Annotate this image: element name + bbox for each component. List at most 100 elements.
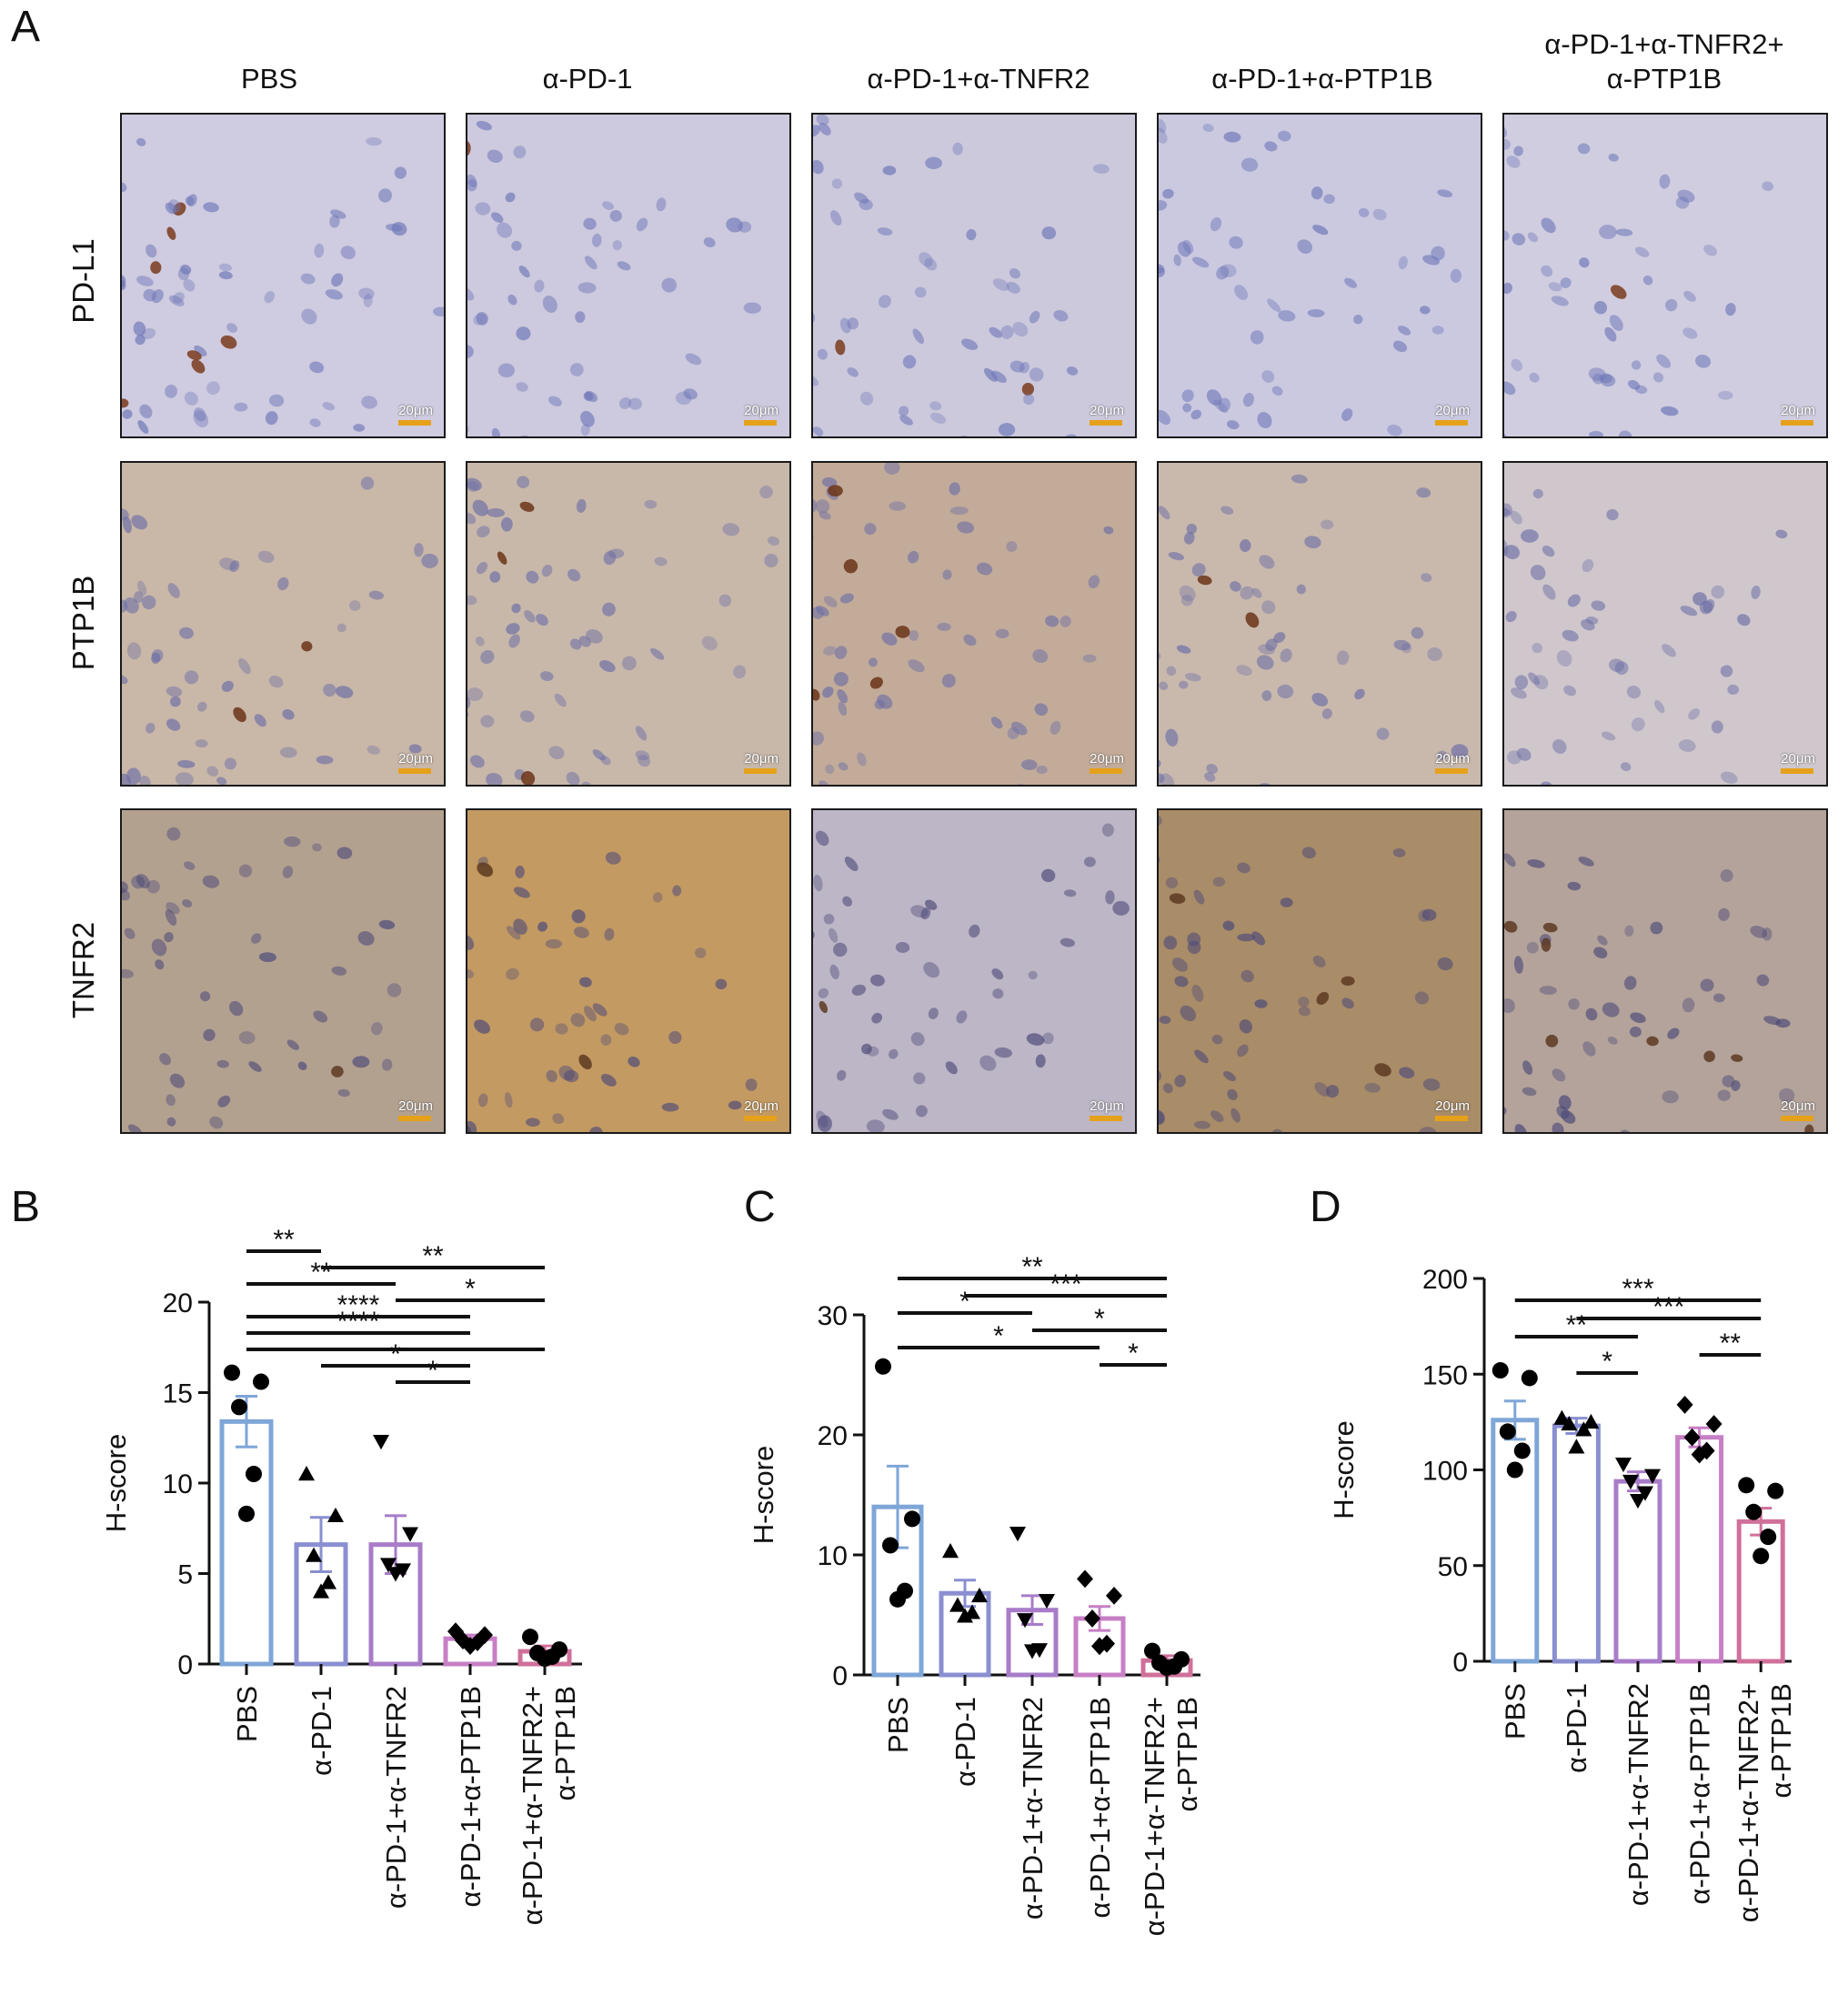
- x-tick-label-b-4-line2: α-PTP1B: [549, 1686, 581, 1800]
- data-point-d-0-2: [1499, 1423, 1516, 1440]
- bar-b-0: [219, 1419, 274, 1667]
- data-point-b-0-2: [231, 1398, 247, 1416]
- data-point-c-3-3: [1099, 1634, 1115, 1653]
- scale-bar: [744, 420, 777, 426]
- data-point-c-0-4: [889, 1590, 906, 1608]
- data-point-c-1-2: [949, 1597, 966, 1612]
- data-point-c-3-0: [1077, 1569, 1093, 1589]
- data-point-d-1-1: [1582, 1413, 1600, 1429]
- data-point-c-4-2: [1151, 1654, 1168, 1671]
- significance-label-d-2: **: [1566, 1310, 1588, 1340]
- significance-label-c-3: *: [1094, 1304, 1105, 1334]
- data-point-c-4-4: [1159, 1659, 1175, 1677]
- significance-label-b-4: ****: [337, 1290, 380, 1320]
- x-tick-label-d-1: α-PD-1: [1561, 1683, 1592, 1773]
- micrograph-pdl1-2: 20μm: [811, 113, 1137, 438]
- data-point-d-2-3: [1637, 1486, 1653, 1501]
- data-point-d-1-2: [1561, 1415, 1578, 1431]
- data-point-b-4-3: [544, 1649, 560, 1666]
- data-point-b-4-2: [529, 1645, 546, 1662]
- data-point-c-3-1: [1106, 1586, 1122, 1605]
- y-tick-label-c-0: 0: [832, 1661, 848, 1691]
- scale-bar-label: 20μm: [398, 751, 433, 767]
- bar-c-3: [1073, 1616, 1126, 1678]
- bar-d-1: [1552, 1423, 1601, 1664]
- data-point-d-4-0: [1738, 1477, 1755, 1494]
- scale-bar: [1781, 768, 1813, 774]
- significance-label-c-2: *: [959, 1287, 970, 1317]
- bar-b-1: [294, 1542, 348, 1667]
- y-tick-label-d-3: 150: [1422, 1360, 1468, 1390]
- x-tick-label-c-4-line2: α-PTP1B: [1171, 1697, 1203, 1811]
- data-point-d-0-3: [1513, 1442, 1531, 1459]
- y-tick-label-d-2: 100: [1422, 1457, 1468, 1487]
- y-axis-label-d: H-score: [1328, 1420, 1360, 1519]
- significance-label-c-4: *: [993, 1321, 1004, 1351]
- significance-label-b-0: **: [273, 1225, 295, 1255]
- row-label-tnfr2: TNFR2: [66, 921, 100, 1019]
- data-point-c-1-4: [957, 1608, 973, 1623]
- data-point-d-2-0: [1615, 1457, 1632, 1473]
- scale-bar-label: 20μm: [1090, 403, 1124, 418]
- data-point-d-2-1: [1644, 1469, 1661, 1484]
- data-point-d-3-0: [1676, 1396, 1693, 1414]
- significance-label-d-0: ***: [1622, 1274, 1653, 1304]
- micrograph-pdl1-0: 20μm: [120, 113, 446, 438]
- data-point-b-3-2: [455, 1631, 471, 1650]
- x-tick-label-c-4: α-PD-1+α-TNFR2+: [1139, 1697, 1170, 1936]
- bar-c-2: [1006, 1608, 1059, 1678]
- micrograph-pdl1-1: 20μm: [466, 113, 791, 438]
- data-point-c-1-1: [971, 1587, 988, 1603]
- scale-bar: [744, 1116, 777, 1121]
- significance-label-d-1: ***: [1652, 1292, 1684, 1322]
- y-tick-label-c-3: 30: [818, 1301, 848, 1331]
- row-label-pdl1: PD-L1: [66, 238, 100, 324]
- scale-bar-label: 20μm: [744, 751, 778, 767]
- scale-bar-label: 20μm: [1781, 751, 1815, 767]
- x-tick-label-c-2: α-PD-1+α-TNFR2: [1017, 1697, 1049, 1920]
- scale-bar-label: 20μm: [1435, 751, 1470, 767]
- micrograph-tnfr2-2: 20μm: [811, 808, 1137, 1134]
- significance-label-b-5: ****: [337, 1307, 380, 1337]
- significance-label-b-7: *: [390, 1339, 401, 1369]
- micrograph-pdl1-4: 20μm: [1502, 113, 1828, 438]
- data-point-b-1-4: [313, 1583, 329, 1599]
- bar-b-3: [443, 1636, 497, 1667]
- bar-d-0: [1491, 1418, 1540, 1664]
- x-tick-label-b-2: α-PD-1+α-TNFR2: [380, 1686, 412, 1909]
- data-point-c-4-0: [1144, 1642, 1160, 1659]
- data-point-b-4-4: [537, 1650, 553, 1668]
- data-point-c-1-0: [942, 1543, 959, 1559]
- scale-bar-label: 20μm: [1090, 1098, 1124, 1114]
- data-point-b-0-0: [224, 1364, 240, 1381]
- scale-bar: [1090, 768, 1122, 774]
- x-tick-label-d-3: α-PD-1+α-PTP1B: [1683, 1683, 1715, 1904]
- data-point-d-0-4: [1506, 1461, 1523, 1479]
- scale-bar-label: 20μm: [1435, 1098, 1470, 1114]
- data-point-d-4-4: [1753, 1548, 1770, 1565]
- bar-d-4: [1736, 1519, 1785, 1664]
- data-point-b-1-2: [306, 1547, 322, 1562]
- micrograph-tnfr2-0: 20μm: [120, 808, 446, 1134]
- bar-d-3: [1675, 1435, 1724, 1664]
- data-point-d-3-2: [1683, 1428, 1701, 1447]
- significance-label-b-1: **: [422, 1241, 444, 1271]
- data-point-b-0-4: [238, 1505, 255, 1522]
- bar-c-1: [939, 1590, 991, 1678]
- row-label-ptp1b: PTP1B: [66, 575, 100, 671]
- data-point-d-1-3: [1575, 1421, 1592, 1437]
- data-point-b-3-4: [462, 1637, 478, 1655]
- data-point-b-4-1: [551, 1641, 567, 1659]
- y-tick-label-b-2: 10: [163, 1469, 193, 1499]
- y-axis-label-b: H-score: [100, 1434, 132, 1533]
- y-tick-label-b-1: 5: [177, 1560, 193, 1590]
- y-tick-label-d-1: 50: [1438, 1552, 1468, 1582]
- data-point-c-0-3: [897, 1582, 913, 1599]
- data-point-b-3-0: [447, 1622, 464, 1641]
- data-point-b-3-3: [469, 1633, 486, 1652]
- scale-bar: [1781, 420, 1813, 426]
- data-point-d-2-4: [1630, 1493, 1646, 1509]
- y-tick-label-c-2: 20: [818, 1421, 848, 1451]
- micrograph-tnfr2-1: 20μm: [466, 808, 791, 1134]
- scale-bar: [1090, 1116, 1122, 1121]
